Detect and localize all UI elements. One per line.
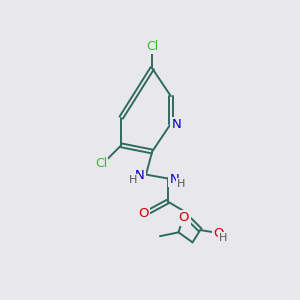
Text: Cl: Cl — [146, 40, 158, 52]
Text: H: H — [177, 179, 185, 189]
Text: H: H — [129, 175, 137, 185]
Text: Cl: Cl — [95, 157, 107, 169]
Text: H: H — [219, 233, 228, 243]
Text: N: N — [135, 169, 145, 182]
Text: N: N — [171, 118, 181, 131]
Text: O: O — [138, 207, 149, 220]
Text: N: N — [170, 173, 179, 186]
Text: O: O — [179, 211, 189, 224]
Text: O: O — [213, 226, 223, 240]
